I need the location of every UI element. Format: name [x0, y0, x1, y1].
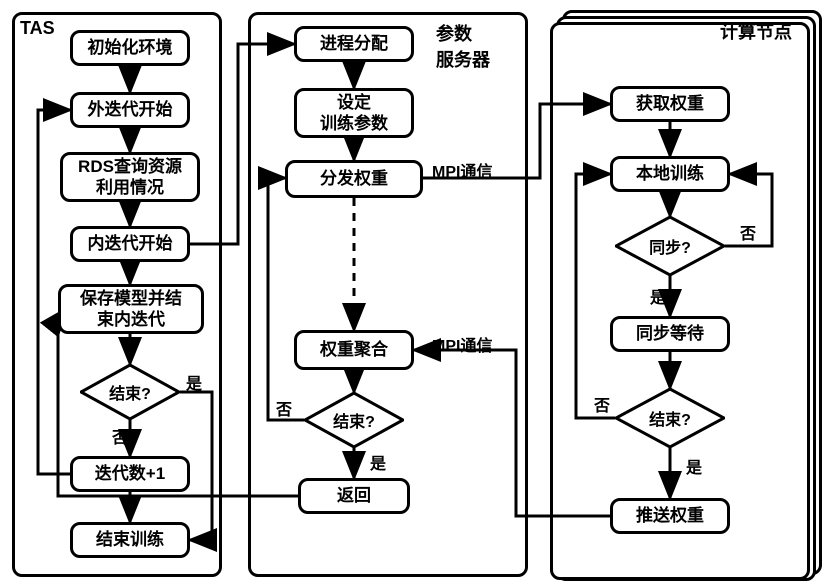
- edge-label-5: 是: [370, 450, 386, 474]
- node-save_model: 保存模型并结 束内迭代: [58, 284, 204, 334]
- node-local_train: 本地训练: [610, 156, 730, 192]
- decision-d_end_tas: 结束?: [80, 364, 180, 420]
- node-return: 返回: [298, 478, 410, 514]
- node-rds_query: RDS查询资源 利用情况: [60, 152, 200, 202]
- node-agg_weight: 权重聚合: [294, 330, 414, 370]
- node-label-agg_weight: 权重聚合: [320, 339, 388, 360]
- node-inner_start: 内迭代开始: [70, 226, 190, 262]
- node-label-init_env: 初始化环境: [88, 37, 173, 58]
- edge-label-9: 是: [686, 454, 702, 478]
- tas-panel-label: TAS: [20, 18, 55, 39]
- node-sync_wait: 同步等待: [610, 316, 730, 352]
- worker-panel-label: 计算节点: [720, 18, 792, 44]
- node-label-local_train: 本地训练: [636, 163, 704, 184]
- node-label-rds_query: RDS查询资源 利用情况: [78, 156, 182, 199]
- edge-label-6: 否: [740, 220, 756, 244]
- node-get_weight: 获取权重: [610, 86, 730, 122]
- decision-label-d_sync: 同步?: [615, 234, 725, 258]
- node-init_env: 初始化环境: [70, 30, 190, 66]
- edge-label-7: 是: [650, 284, 666, 308]
- decision-d_sync: 同步?: [615, 216, 725, 276]
- node-label-get_weight: 获取权重: [636, 93, 704, 114]
- node-label-sync_wait: 同步等待: [636, 323, 704, 344]
- node-label-dist_weight: 分发权重: [320, 168, 388, 189]
- decision-label-d_end_worker: 结束?: [615, 406, 725, 430]
- node-outer_start: 外迭代开始: [70, 92, 190, 128]
- node-label-end_train: 结束训练: [96, 529, 164, 550]
- edge-label-4: 否: [276, 396, 292, 420]
- node-label-push_weight: 推送权重: [636, 505, 704, 526]
- node-label-save_model: 保存模型并结 束内迭代: [80, 288, 182, 331]
- decision-label-d_end_tas: 结束?: [80, 380, 180, 404]
- node-label-inner_start: 内迭代开始: [88, 233, 173, 254]
- edge-label-8: 否: [594, 392, 610, 416]
- node-dist_weight: 分发权重: [285, 160, 423, 198]
- node-set_params: 设定 训练参数: [294, 88, 414, 138]
- node-label-proc_alloc: 进程分配: [320, 33, 388, 54]
- edge-label-1: 否: [112, 424, 128, 448]
- decision-d_end_server: 结束?: [304, 392, 404, 448]
- edge-label-0: 是: [186, 370, 202, 394]
- decision-d_end_worker: 结束?: [615, 388, 725, 448]
- node-label-set_params: 设定 训练参数: [320, 92, 388, 135]
- edge-label-3: MPI通信: [432, 332, 492, 356]
- node-end_train: 结束训练: [70, 522, 190, 558]
- node-iter_plus: 迭代数+1: [70, 456, 190, 492]
- server-panel-label: 参数 服务器: [436, 20, 490, 72]
- decision-label-d_end_server: 结束?: [304, 408, 404, 432]
- node-label-outer_start: 外迭代开始: [88, 99, 173, 120]
- node-label-return: 返回: [337, 485, 371, 506]
- node-label-iter_plus: 迭代数+1: [95, 463, 165, 484]
- node-push_weight: 推送权重: [610, 498, 730, 534]
- edge-label-2: MPI通信: [432, 158, 492, 182]
- node-proc_alloc: 进程分配: [294, 26, 414, 62]
